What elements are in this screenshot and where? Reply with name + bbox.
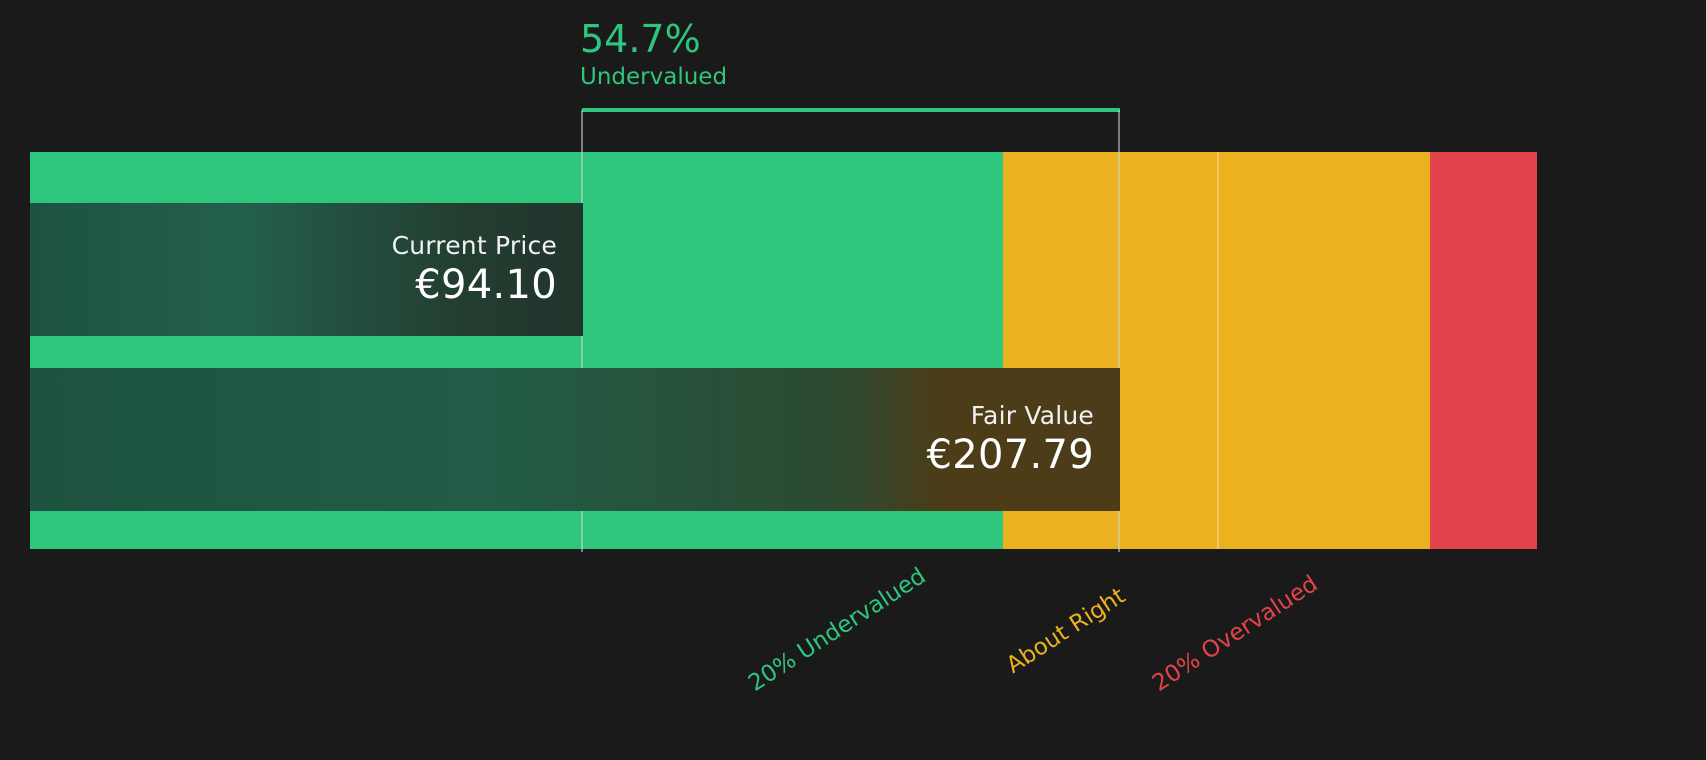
zone-band-overvalued <box>1430 152 1537 549</box>
axis-label-20-percent-overvalued: 20% Overvalued <box>1148 570 1323 697</box>
fair-value-bar[interactable]: Fair Value €207.79 <box>30 368 1120 511</box>
fair-value-label: Fair Value <box>970 400 1094 430</box>
zone-divider-about-right <box>1217 152 1219 549</box>
fair-value-value: €207.79 <box>926 431 1094 478</box>
axis-label-about-right: About Right <box>1002 582 1131 679</box>
callout-status-label: Undervalued <box>580 64 728 90</box>
bracket-tick-right <box>1118 110 1120 552</box>
current-price-bar[interactable]: Current Price €94.10 <box>30 203 583 336</box>
undervalued-bracket-line <box>582 108 1120 112</box>
callout-percent-value: 54.7% <box>580 17 701 61</box>
axis-label-20-percent-undervalued: 20% Undervalued <box>744 563 931 697</box>
undervalued-callout: 54.7% Undervalued <box>580 16 727 92</box>
current-price-label: Current Price <box>391 230 557 260</box>
current-price-value: €94.10 <box>415 261 557 308</box>
